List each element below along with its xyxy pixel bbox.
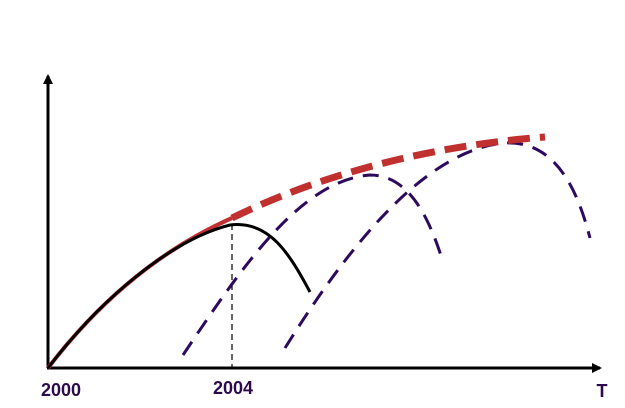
- x-label-start: 2000: [41, 380, 81, 400]
- x-axis-label: T: [597, 381, 608, 401]
- curve-2: [181, 173, 445, 356]
- x-label-mid: 2004: [213, 378, 253, 398]
- envelope-solid: [46, 216, 233, 370]
- envelope-dashed: [230, 133, 546, 222]
- curve-3: [283, 141, 592, 349]
- curve-1: [46, 223, 312, 369]
